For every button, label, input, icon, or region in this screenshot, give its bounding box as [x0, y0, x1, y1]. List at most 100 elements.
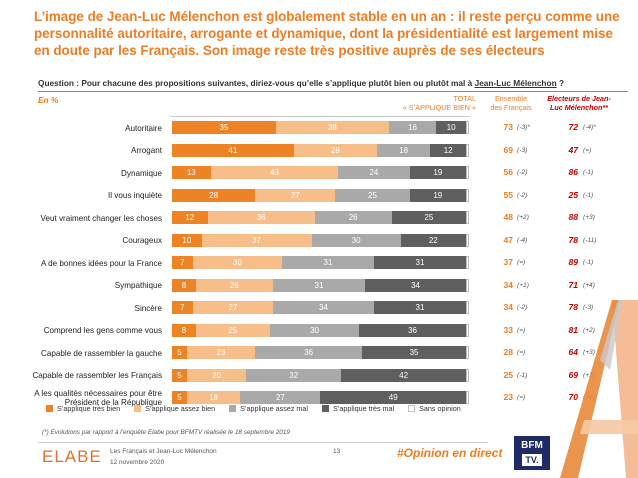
chart-row: Il vous inquiète 28 27 25 19 55 (-2) 25 (-1): [0, 185, 638, 208]
bar-segment-tres-bien: 7: [172, 256, 193, 269]
total-electeurs-value: 47: [568, 144, 578, 155]
total-electeurs-evolution: (+3): [583, 349, 595, 356]
bar-segment-tres-bien: 5: [172, 368, 187, 382]
category-label: Veut vraiment changer les choses: [40, 213, 162, 223]
total-electeurs-value: 25: [568, 189, 578, 200]
title-line-3: en doute par les Français. Son image res…: [34, 43, 545, 58]
chart-row: Veut vraiment changer les choses 12 36 26 25…: [0, 207, 638, 230]
bar-track: 8 25 30 36: [172, 323, 469, 337]
total-ensemble-evolution: (-1): [517, 371, 528, 379]
ensemble-header-line1: Ensemble: [495, 94, 527, 103]
bar-track: 28 27 25 19: [172, 188, 469, 202]
footer-rule: [38, 442, 488, 443]
category-label: Capable de rassembler les Français: [32, 371, 162, 380]
bar-track: 35 38 16 10: [172, 121, 469, 134]
bar-track: 5 18 27 49: [172, 391, 469, 404]
total-ensemble-evolution: (-2): [517, 191, 528, 199]
total-electeurs-value: 86: [568, 167, 578, 177]
total-header-line1: TOTAL: [453, 94, 477, 103]
bar-segment-assez-bien: 23: [186, 346, 256, 359]
total-electeurs-evolution: (+3): [583, 214, 595, 221]
bar-segment-tres-mal: 12: [430, 143, 466, 157]
total-ensemble-evolution: (-2): [517, 304, 528, 311]
legend-label: S’applique assez mal: [240, 404, 308, 413]
legend-swatch: [322, 405, 329, 412]
bar-segment-tres-bien: 13: [172, 166, 211, 179]
total-ensemble-value: 56: [503, 167, 513, 177]
bar-segment-tres-bien: 28: [172, 188, 256, 202]
title-line-1: L’image de Jean-Luc Mélenchon est global…: [34, 9, 620, 24]
bar-segment-sans-opinion: [466, 368, 469, 382]
total-ensemble-value: 28: [503, 347, 513, 357]
bar-segment-tres-bien: 8: [172, 278, 196, 292]
category-label: Autoritaire: [125, 123, 162, 133]
survey-question: Question : Pour chacune des propositions…: [38, 78, 628, 92]
category-label: Courageux: [122, 236, 162, 245]
electeurs-header-line1: Electeurs de Jean-: [547, 94, 611, 103]
total-ensemble-value: 34: [503, 302, 513, 312]
bar-segment-assez-bien: 27: [255, 188, 336, 202]
bar-segment-assez-mal: 25: [335, 188, 410, 202]
chart-row: Capable de rassembler les Français 5 20 32 4…: [0, 365, 638, 388]
bar-track: 41 28 18 12: [172, 143, 469, 157]
bar-segment-assez-mal: 16: [388, 121, 437, 134]
chart-row: Dynamique 13 43 24 19 56 (-2) 86 (-1): [0, 162, 638, 185]
bar-segment-assez-bien: 18: [186, 391, 241, 404]
hashtag: #Opinion en direct: [397, 446, 503, 460]
total-electeurs-value: 78: [568, 234, 578, 245]
chart-row: Capable de rassembler la gauche 5 23 36 35 28…: [0, 342, 638, 365]
total-ensemble-value: 55: [503, 189, 513, 200]
legend-item: S’applique assez bien: [134, 404, 215, 413]
total-electeurs-evolution: (+4): [583, 281, 595, 289]
bar-segment-tres-mal: 34: [365, 278, 466, 292]
bar-segment-tres-mal: 35: [362, 346, 466, 359]
total-ensemble-value: 48: [503, 212, 513, 222]
bar-segment-sans-opinion: [465, 233, 469, 247]
total-ensemble-value: 25: [503, 369, 513, 380]
category-label: Il vous inquiète: [108, 191, 162, 200]
chart-row: A de bonnes idées pour la France 7 30 31 31 3…: [0, 252, 638, 275]
bar-segment-tres-mal: 19: [409, 166, 466, 179]
total-ensemble-value: 69: [503, 144, 513, 155]
bar-segment-sans-opinion: [466, 166, 469, 179]
total-ensemble-evolution: (=): [517, 259, 526, 266]
bar-segment-sans-opinion: [466, 301, 469, 314]
legend-swatch: [229, 405, 237, 412]
bar-segment-assez-mal: 24: [338, 166, 410, 179]
chart-top-rule: [170, 116, 470, 117]
bar-segment-sans-opinion: [466, 188, 469, 202]
bar-segment-tres-mal: 10: [436, 121, 466, 134]
elabe-logo: ELABE: [42, 447, 102, 466]
bar-segment-assez-mal: 30: [270, 323, 360, 337]
category-label: A les qualités nécessaires pour être Pré…: [34, 388, 162, 408]
bar-segment-assez-bien: 25: [195, 323, 270, 337]
total-ensemble-evolution: (-3)*: [517, 124, 530, 131]
legend-label: S’applique assez bien: [145, 404, 216, 413]
bar-segment-sans-opinion: [466, 211, 469, 224]
total-electeurs-value: 64: [568, 347, 578, 357]
bar-track: 5 23 36 35: [172, 346, 469, 359]
legend-swatch: [46, 405, 53, 412]
total-electeurs-evolution: (-1): [583, 191, 594, 199]
bar-segment-sans-opinion: [466, 323, 469, 337]
bar-segment-assez-mal: 27: [240, 391, 321, 404]
bar-segment-tres-mal: 19: [409, 188, 467, 202]
column-header-ensemble: Ensemble des Français: [480, 94, 542, 112]
bar-segment-assez-bien: 37: [201, 233, 312, 247]
total-electeurs-value: 72: [568, 122, 578, 132]
total-electeurs-evolution: (-3): [583, 304, 594, 311]
bar-segment-assez-mal: 32: [246, 368, 342, 382]
legend-item: S’applique très mal: [322, 404, 394, 413]
total-ensemble-value: 47: [503, 234, 513, 245]
electeurs-header-line2: Luc Mélenchon**: [550, 103, 608, 112]
bar-track: 7 27 34 31: [172, 301, 469, 314]
bar-segment-tres-bien: 10: [172, 233, 202, 247]
bar-segment-tres-bien: 7: [172, 301, 193, 314]
question-suffix: ?: [556, 78, 565, 88]
footer-study-info: Les Français et Jean-Luc Mélenchon 12 no…: [110, 446, 217, 468]
bar-segment-tres-mal: 42: [341, 368, 466, 382]
total-ensemble-value: 23: [503, 392, 513, 402]
bar-segment-assez-bien: 20: [186, 368, 247, 382]
bar-segment-tres-bien: 12: [172, 211, 208, 224]
bar-segment-assez-bien: 43: [210, 166, 339, 179]
